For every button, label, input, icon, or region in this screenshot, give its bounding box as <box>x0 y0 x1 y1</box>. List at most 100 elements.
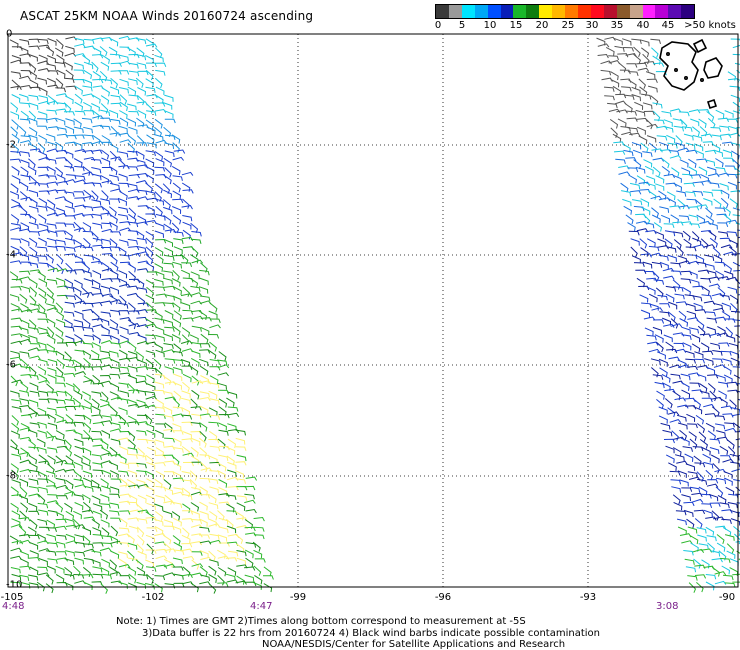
wind-barb <box>694 462 706 468</box>
wind-barb <box>46 237 57 245</box>
wind-barb <box>694 358 705 364</box>
wind-barb <box>729 558 739 567</box>
wind-barb <box>128 573 137 584</box>
wind-barb <box>11 540 24 545</box>
wind-barb <box>173 390 182 401</box>
wind-barb <box>63 311 75 317</box>
wind-barb <box>37 572 50 577</box>
wind-barb <box>83 126 93 134</box>
wind-barb <box>733 479 740 482</box>
wind-barb <box>46 181 59 186</box>
wind-barb <box>83 110 95 115</box>
wind-barb <box>657 245 669 250</box>
wind-barb <box>74 371 87 376</box>
wind-barb <box>100 439 109 449</box>
wind-barb <box>172 566 184 571</box>
wind-barb <box>708 222 718 230</box>
wind-barb <box>244 566 256 571</box>
wind-barb <box>100 583 108 594</box>
wind-barb <box>82 213 94 219</box>
wind-barb <box>37 271 46 281</box>
wind-barb <box>110 188 122 193</box>
island-outline <box>706 98 718 110</box>
wind-barb <box>65 422 76 427</box>
wind-barb <box>706 111 715 122</box>
wind-barb <box>715 423 726 430</box>
wind-barb <box>732 573 740 576</box>
wind-barb <box>181 390 191 398</box>
wind-barb <box>28 335 38 343</box>
wind-barb <box>73 453 83 463</box>
wind-barb <box>146 383 156 391</box>
wind-barb <box>81 509 94 514</box>
wind-barb <box>65 125 75 134</box>
wind-barb <box>720 133 732 139</box>
wind-barb <box>28 462 38 471</box>
wind-barb <box>735 438 740 441</box>
wind-barb <box>663 323 675 328</box>
wind-barb <box>135 351 144 361</box>
wind-barb <box>235 580 247 585</box>
wind-barb <box>715 158 724 168</box>
wind-barb <box>163 487 174 495</box>
wind-barb <box>687 471 698 478</box>
wind-barb <box>137 534 145 546</box>
wind-barb <box>217 549 226 559</box>
wind-barb <box>19 253 30 261</box>
wind-barb <box>54 47 64 57</box>
wind-barb <box>128 439 136 450</box>
wind-barb <box>37 540 49 545</box>
wind-barb <box>700 342 710 352</box>
note-line-1: Note: 1) Times are GMT 2)Times along bot… <box>116 616 526 627</box>
wind-barb <box>19 338 31 343</box>
wind-barb <box>703 244 716 249</box>
wind-barb <box>127 430 136 441</box>
wind-barb <box>623 47 634 52</box>
wind-barb <box>621 86 632 92</box>
wind-barb <box>136 245 147 253</box>
wind-barb <box>82 447 92 456</box>
wind-barb <box>56 534 67 541</box>
wind-barb <box>137 70 149 76</box>
wind-barb <box>688 327 699 334</box>
wind-barb <box>101 452 113 457</box>
wind-barb <box>81 117 93 124</box>
wind-barb <box>91 581 103 586</box>
wind-barb <box>56 277 66 286</box>
wind-barb <box>190 254 199 264</box>
wind-barb <box>678 215 690 221</box>
wind-barb <box>712 358 723 364</box>
wind-barb <box>47 374 57 383</box>
wind-barb <box>172 535 181 546</box>
wind-barb <box>46 287 54 298</box>
wind-barb <box>659 367 668 377</box>
wind-barb <box>136 101 148 106</box>
wind-barb <box>209 382 220 389</box>
wind-barb <box>723 157 734 163</box>
wind-barb <box>108 206 117 217</box>
wind-barb <box>100 174 110 184</box>
wind-barb <box>647 85 658 93</box>
wind-barb <box>83 422 92 433</box>
wind-barb <box>218 429 229 436</box>
wind-barb <box>64 582 74 591</box>
wind-barb <box>46 278 58 285</box>
wind-barb <box>127 383 135 394</box>
wind-barb <box>154 389 165 395</box>
wind-barb <box>119 101 128 112</box>
wind-barb <box>691 492 703 498</box>
wind-barb <box>37 77 47 85</box>
wind-barb <box>145 54 154 64</box>
wind-barb <box>637 67 650 72</box>
wind-barb <box>625 157 637 162</box>
wind-barb <box>55 61 66 68</box>
wind-barb <box>10 445 20 454</box>
wind-barb <box>235 470 245 479</box>
wind-barb <box>673 125 684 132</box>
wind-barb <box>705 215 714 225</box>
wind-barb <box>698 543 709 550</box>
wind-barb <box>633 159 642 170</box>
wind-barb <box>127 399 137 407</box>
wind-barb <box>163 214 172 225</box>
wind-barb <box>633 46 641 57</box>
